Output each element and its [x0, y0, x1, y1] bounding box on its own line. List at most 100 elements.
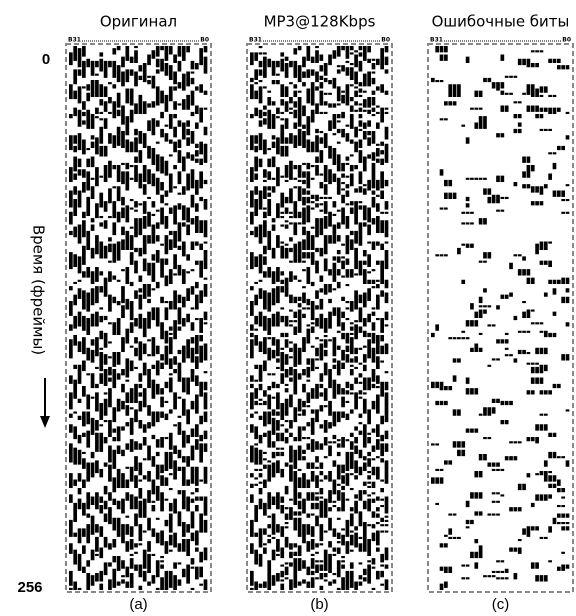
bit-run — [289, 551, 293, 559]
bit-run — [99, 216, 104, 219]
bit-run — [134, 71, 138, 87]
bit-run — [258, 288, 263, 299]
bit-run — [328, 169, 332, 185]
panel-title: MP3@128Kbps — [264, 13, 376, 31]
bit-run — [470, 320, 474, 327]
bit-run — [358, 103, 363, 106]
bit-run — [147, 262, 151, 276]
bit-run — [267, 199, 272, 216]
bit-run — [263, 502, 267, 516]
bit-run — [530, 50, 535, 53]
bit-run — [121, 449, 125, 457]
bit-run — [452, 84, 457, 97]
bit-run — [336, 209, 341, 212]
bit-run — [452, 337, 457, 340]
bit-run — [513, 547, 518, 552]
bit-run — [297, 373, 302, 380]
bit-run — [289, 97, 293, 104]
bit-run — [121, 383, 125, 393]
bit-run — [310, 462, 315, 469]
panel-title: Ошибочные биты — [432, 13, 570, 31]
bit-run — [548, 451, 552, 459]
bit-run — [186, 71, 190, 87]
bit-run — [323, 349, 328, 357]
bit-run — [522, 171, 526, 178]
bit-run — [371, 558, 376, 565]
bit-run — [539, 390, 544, 395]
bit-run — [293, 437, 298, 442]
bit-run — [561, 199, 565, 202]
bit-run — [375, 86, 380, 91]
bit-run — [164, 275, 169, 287]
bit-run — [306, 566, 311, 576]
bit-run — [194, 158, 199, 163]
bit-run — [306, 69, 311, 78]
bit-run — [134, 318, 138, 327]
bit-run — [138, 479, 143, 482]
bit-run — [522, 256, 526, 261]
bit-run — [103, 398, 108, 416]
bit-run — [302, 369, 306, 376]
bit-run — [561, 522, 565, 525]
bit-run — [543, 471, 548, 482]
bit-run — [336, 269, 341, 276]
bit-run — [250, 339, 254, 359]
bit-run — [194, 150, 199, 157]
bit-run — [341, 485, 345, 491]
bit-run — [151, 118, 156, 136]
bit-run — [315, 318, 319, 327]
bit-run — [108, 188, 112, 204]
bit-run — [561, 211, 565, 214]
bit-run — [173, 424, 177, 427]
bit-run — [73, 581, 78, 590]
bit-run — [375, 111, 380, 115]
bit-run — [332, 50, 337, 59]
bit-run — [103, 420, 108, 423]
bit-run — [186, 479, 190, 486]
bit-run — [129, 252, 134, 265]
bit-run — [371, 279, 376, 284]
bit-run — [371, 71, 376, 74]
bit-run — [203, 143, 208, 163]
bit-run — [263, 432, 267, 437]
bit-run — [297, 241, 302, 263]
bit-run — [509, 292, 513, 297]
bit-run — [160, 90, 164, 104]
bit-run — [77, 341, 82, 353]
bit-run — [142, 201, 147, 214]
bit-run — [69, 424, 73, 433]
bit-run — [121, 400, 125, 410]
bit-run — [250, 483, 254, 488]
bit-run — [164, 46, 169, 61]
bit-run — [354, 437, 358, 444]
bit-run — [142, 498, 147, 518]
bit-run — [349, 451, 354, 469]
bit-run — [328, 298, 332, 304]
bit-run — [73, 294, 78, 306]
bit-run — [302, 124, 306, 129]
bit-run — [517, 441, 522, 444]
bit-run — [323, 77, 328, 83]
bit-run — [380, 150, 384, 155]
bit-run — [362, 377, 367, 391]
bit-run — [384, 90, 389, 95]
bit-run — [103, 315, 108, 321]
bit-run — [358, 381, 363, 384]
bit-run — [384, 443, 389, 452]
bit-run — [155, 86, 160, 106]
bit-run — [289, 294, 293, 304]
bit-run — [354, 445, 358, 454]
bit-run — [310, 558, 315, 569]
bit-run — [336, 411, 341, 423]
bit-run — [328, 581, 332, 586]
bit-run — [310, 301, 315, 321]
bit-run — [535, 526, 539, 531]
bit-run — [250, 301, 254, 316]
bit-run — [199, 434, 203, 442]
bit-run — [73, 46, 78, 61]
bit-run — [323, 388, 328, 401]
bit-run — [315, 71, 319, 83]
bit-run — [258, 86, 263, 104]
bit-run — [354, 50, 358, 53]
